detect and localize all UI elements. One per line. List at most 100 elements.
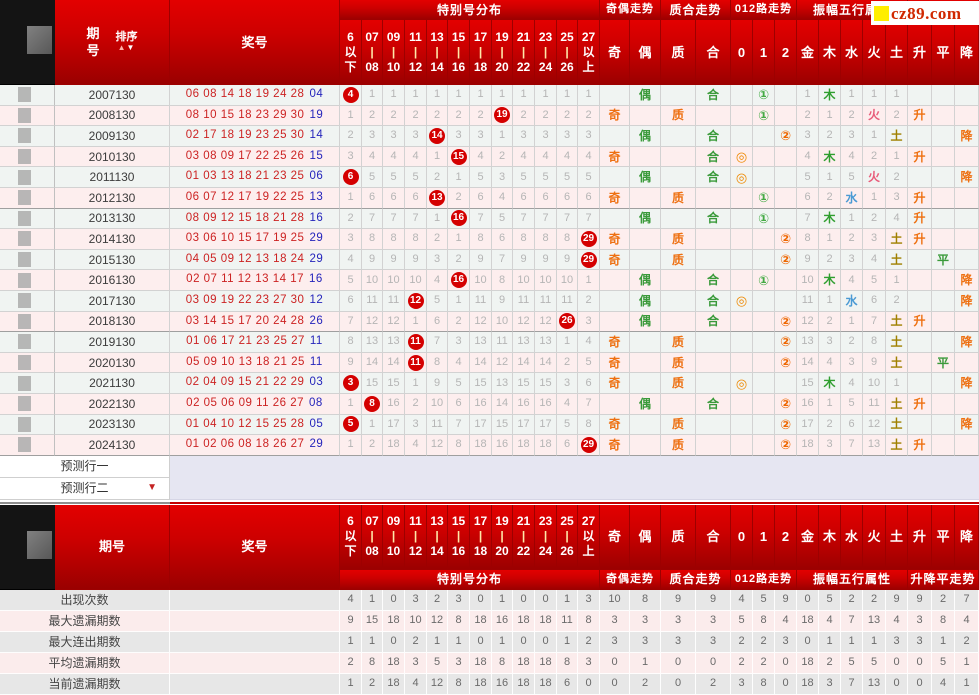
ad-thumbnail	[0, 504, 55, 590]
dist-cell: 4	[340, 249, 362, 271]
prediction-dropdown-icon[interactable]: ▼	[147, 481, 157, 493]
summary-value-cell: 2	[405, 631, 427, 653]
dist-cell: 11	[405, 352, 427, 374]
winning-numbers: 03 08 09 17 22 25 26	[185, 149, 305, 162]
prize-numbers-cell: 02 04 09 15 21 22 29 03	[170, 373, 340, 394]
dist-cell: 1	[427, 146, 448, 168]
flat-cell	[932, 435, 955, 456]
elem-wood-cell: 1	[819, 229, 841, 250]
elem-earth-cell: 土	[886, 249, 908, 271]
even-cell: 偶	[630, 270, 661, 291]
special-ball: 15	[450, 148, 467, 165]
elem-gold-cell: 18	[797, 435, 819, 456]
summary-value-cell: 3	[600, 631, 630, 653]
dist-col-header-6: 17 | 18	[470, 504, 492, 570]
summary-value-cell: 8	[753, 673, 775, 695]
road-2-cell: ②	[775, 435, 797, 456]
winning-numbers: 02 07 11 12 13 14 17	[186, 273, 305, 286]
table-row: 2007130 06 08 14 18 19 24 28 04 4 1 1 1 1 1 1 1 1 1 1…	[0, 85, 979, 106]
road-0-cell	[731, 208, 753, 230]
summary-value-cell: 0	[775, 673, 797, 695]
prime-cell: 质	[661, 414, 696, 436]
flat-cell	[932, 393, 955, 415]
elem-gold-cell: 11	[797, 290, 819, 312]
road-2-cell	[775, 187, 797, 209]
gutter-marker	[17, 293, 31, 309]
dist-col-header-6: 17 | 18	[470, 20, 492, 85]
odd-cell: 奇	[600, 146, 630, 168]
composite-cell: 合	[696, 290, 731, 312]
prime-cell: 质	[661, 187, 696, 209]
dist-cell: 3	[513, 126, 535, 147]
group-header-2: 质合走势	[661, 0, 731, 20]
road-2-cell: ②	[775, 229, 797, 250]
dist-cell: 11	[362, 290, 383, 312]
dist-cell: 2	[427, 167, 448, 188]
sort-asc-icon[interactable]: ▲	[117, 43, 127, 52]
dist-cell: 9	[362, 249, 383, 271]
elem-water-cell: 2	[841, 332, 863, 353]
dist-cell: 4	[557, 146, 578, 168]
dist-cell: 15	[492, 414, 513, 436]
dist-cell: 13	[513, 332, 535, 353]
dist-cell: 4	[427, 270, 448, 291]
table-row: 2024130 01 02 06 08 18 26 27 29 1 2 18 4 12 8 18 1…	[0, 435, 979, 456]
dist-cell: 9	[470, 249, 492, 271]
road-0-cell	[731, 435, 753, 456]
summary-value-cell: 5	[731, 610, 753, 632]
odd-cell	[600, 290, 630, 312]
summary-value-cell: 15	[362, 610, 383, 632]
road-0-cell	[731, 229, 753, 250]
road-1-cell: ①	[753, 105, 775, 127]
dist-cell: 4	[513, 146, 535, 168]
period-cell: 2016130	[55, 270, 170, 291]
trend-col-header-0: 奇	[600, 504, 630, 570]
table-row: 2018130 03 14 15 17 20 24 28 26 7 12 12 1 6 2 12 1…	[0, 311, 979, 333]
road-2-cell	[775, 270, 797, 291]
road-1-cell: ①	[753, 85, 775, 106]
dist-cell: 10	[535, 270, 557, 291]
summary-value-cell: 2	[955, 631, 979, 653]
summary-value-cell: 4	[731, 589, 753, 611]
elem-gold-cell: 15	[797, 373, 819, 394]
summary-value-cell: 8	[448, 673, 470, 695]
dist-cell: 2	[492, 146, 513, 168]
special-number: 08	[309, 396, 323, 409]
prediction-row1-input[interactable]	[170, 456, 979, 478]
elem-fire-cell: 4	[863, 249, 886, 271]
table-row: 2010130 03 08 09 17 22 25 26 15 3 4 4 4 1 15 4 2 4 4…	[0, 146, 979, 168]
elem-water-cell: 3	[841, 352, 863, 374]
dist-col-header-8: 21 | 22	[513, 504, 535, 570]
summary-value-cell: 5	[427, 652, 448, 674]
road-1-cell	[753, 290, 775, 312]
summary-value-cell: 2	[578, 631, 600, 653]
road-1-cell	[753, 167, 775, 188]
down-cell: 降	[955, 270, 979, 291]
elem-fire-cell: 3	[863, 229, 886, 250]
sort-desc-icon[interactable]: ▼	[126, 43, 136, 52]
dist-col-header-9: 23 | 24	[535, 20, 557, 85]
elem-gold-cell: 16	[797, 393, 819, 415]
gutter-marker	[17, 87, 31, 103]
trend-col-header-0: 奇	[600, 20, 630, 85]
summary-value-cell: 18	[513, 610, 535, 632]
site-logo[interactable]: cz89.com	[871, 1, 979, 25]
dist-cell: 7	[492, 249, 513, 271]
dist-cell: 5	[557, 414, 578, 436]
composite-cell: 合	[696, 167, 731, 188]
summary-value-cell: 9	[775, 589, 797, 611]
summary-value-cell: 10	[600, 589, 630, 611]
summary-value-cell: 18	[383, 610, 405, 632]
elem-fire-cell: 7	[863, 311, 886, 333]
down-cell	[955, 146, 979, 168]
dist-cell: 10	[383, 270, 405, 291]
special-ball: 16	[450, 210, 467, 227]
prediction-row2-input[interactable]	[170, 478, 979, 500]
road-2-cell: ②	[775, 311, 797, 333]
summary-value-cell: 2	[630, 673, 661, 695]
special-number: 15	[309, 149, 324, 162]
elem-fire-cell: 2	[863, 146, 886, 168]
trend-col-header-6: 2	[775, 504, 797, 570]
dist-cell: 11	[427, 414, 448, 436]
dist-cell: 16	[513, 393, 535, 415]
